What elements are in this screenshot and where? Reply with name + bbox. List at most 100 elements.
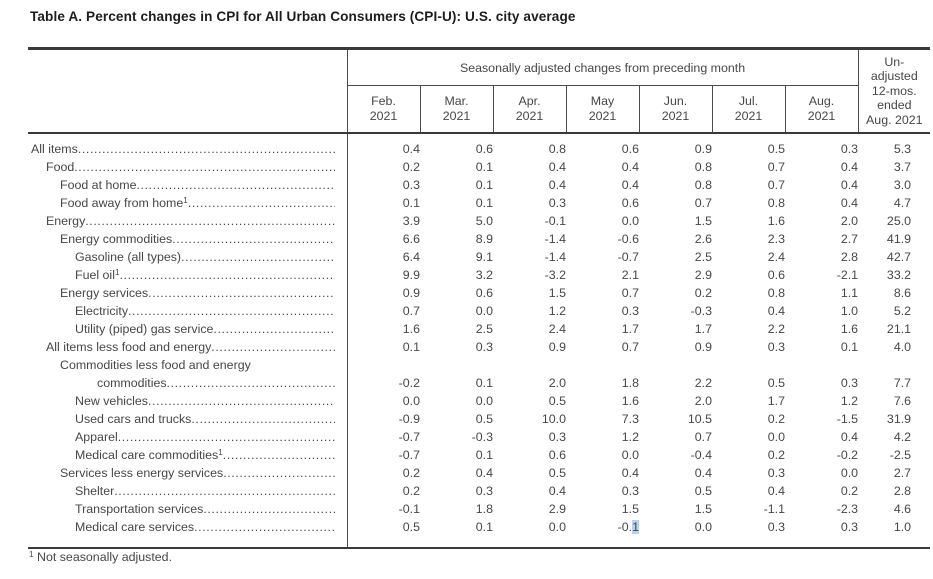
- value-cell: 5.0: [475, 214, 493, 228]
- value-cell: 0.3: [767, 466, 785, 480]
- column-header-month: Feb. 2021: [346, 85, 420, 134]
- value-cell: 0.5: [767, 376, 785, 390]
- column-header-unadjusted: Un-adjusted 12-mos. ended Aug. 2021: [857, 48, 931, 134]
- value-cell: 0.3: [475, 340, 493, 354]
- value-cell: 0.0: [548, 520, 566, 534]
- row-label: Food away from home1....................…: [28, 194, 348, 212]
- value-cell: 1.5: [694, 502, 712, 516]
- unadjusted-header-line: adjusted: [870, 69, 918, 84]
- table-row: Medical care services...................…: [28, 518, 930, 548]
- value-cell: 1.6: [621, 394, 639, 408]
- value-cell: -0.4: [690, 448, 712, 462]
- value-cell: 0.8: [548, 142, 566, 156]
- row-label-text: Used cars and trucks: [75, 412, 192, 426]
- dot-leader: ........................................…: [128, 304, 335, 318]
- column-header-month: Mar. 2021: [419, 85, 493, 134]
- value-cell: 0.5: [475, 412, 493, 426]
- value-cell: 1.8: [621, 376, 639, 390]
- table-row-wrap-line: Commodities less food and energy: [28, 356, 930, 374]
- value-cell: 0.1: [475, 448, 493, 462]
- dot-leader: ........................................…: [148, 286, 335, 300]
- row-label: Utility (piped) gas service.............…: [28, 320, 348, 338]
- year-line: 2021: [442, 109, 471, 123]
- value-cell: 0.0: [767, 430, 785, 444]
- value-cell: 0.4: [475, 466, 493, 480]
- value-cell: 0.6: [475, 286, 493, 300]
- value-cell: 10.0: [541, 412, 566, 426]
- value-cell: 0.8: [694, 178, 712, 192]
- value-cell: 5.3: [893, 142, 912, 156]
- row-label-text: Shelter: [75, 484, 115, 498]
- value-cell: 0.7: [767, 178, 785, 192]
- value-cell: -1.4: [544, 232, 566, 246]
- value-cell: 0.8: [694, 160, 712, 174]
- value-cell: -1.1: [763, 502, 785, 516]
- value-cell: -0.1: [617, 520, 639, 534]
- value-cell: 0.3: [621, 484, 639, 498]
- value-cell: -0.1: [398, 502, 420, 516]
- row-label-text: Medical care services: [75, 520, 195, 534]
- value-cell: 0.0: [475, 394, 493, 408]
- table-body: All items...............................…: [28, 133, 930, 548]
- value-cell: 0.0: [621, 448, 639, 462]
- value-cell: -0.7: [398, 430, 420, 444]
- value-cell: -2.1: [836, 268, 859, 282]
- value-cell: -3.2: [544, 268, 566, 282]
- dot-leader: ........................................…: [85, 214, 334, 228]
- value-cell: 41.9: [886, 232, 912, 246]
- dot-leader: ........................................…: [74, 160, 334, 174]
- month-line: Apr.: [518, 94, 541, 108]
- value-cell: 2.5: [694, 250, 712, 264]
- dot-leader: ........................................…: [114, 484, 335, 498]
- value-cell: 0.4: [548, 160, 566, 174]
- row-label: Energy commodities......................…: [28, 230, 348, 248]
- row-label: Services less energy services...........…: [28, 464, 348, 482]
- value-cell: 0.3: [840, 142, 859, 156]
- value-cell: 0.3: [840, 520, 859, 534]
- value-cell: 0.2: [402, 484, 420, 498]
- value-cell: 0.8: [767, 286, 785, 300]
- row-label: Energy services.........................…: [28, 284, 348, 302]
- value-cell: -0.6: [617, 232, 639, 246]
- value-cell: 0.0: [840, 466, 859, 480]
- row-label: Fuel oil1...............................…: [28, 266, 348, 284]
- value-cell: 0.1: [475, 196, 493, 210]
- value-cell: 1.6: [402, 322, 420, 336]
- value-cell: 1.2: [840, 394, 859, 408]
- value-cell: 1.2: [621, 430, 639, 444]
- value-cell: 0.1: [475, 376, 493, 390]
- value-cell: 5.2: [893, 304, 912, 318]
- value-cell: 0.5: [694, 484, 712, 498]
- row-label-text: Energy services: [60, 286, 149, 300]
- row-label-text: Utility (piped) gas service: [75, 322, 214, 336]
- year-line: 2021: [734, 109, 763, 123]
- value-cell: 0.4: [840, 196, 859, 210]
- dot-leader: ........................................…: [77, 142, 335, 156]
- value-cell: 2.0: [548, 376, 566, 390]
- unadjusted-header-line: ended: [877, 98, 912, 113]
- value-cell: 0.1: [475, 160, 493, 174]
- month-line: Aug.: [808, 94, 835, 108]
- value-cell: 0.8: [767, 196, 785, 210]
- value-cell: 21.1: [886, 322, 912, 336]
- column-header-month: Jul. 2021: [711, 85, 785, 134]
- value-cell: 0.4: [767, 484, 785, 498]
- dot-leader: ........................................…: [223, 466, 334, 480]
- dot-leader: ........................................…: [136, 178, 335, 192]
- value-cell: 2.2: [694, 376, 712, 390]
- value-cell: 0.7: [621, 340, 639, 354]
- row-label: commodities.............................…: [28, 374, 348, 392]
- row-label-text: Food away from home1: [60, 196, 188, 210]
- value-cell: 0.3: [548, 196, 566, 210]
- value-cell: 4.2: [893, 430, 912, 444]
- value-cell: 0.1: [402, 196, 420, 210]
- value-cell: 0.6: [767, 268, 785, 282]
- value-cell: 0.5: [767, 142, 785, 156]
- value-cell: 0.3: [767, 340, 785, 354]
- value-cell: 0.2: [402, 160, 420, 174]
- row-label: Shelter.................................…: [28, 482, 348, 500]
- value-cell: 0.3: [767, 520, 785, 534]
- value-cell: 7.6: [893, 394, 912, 408]
- value-cell: 7.3: [621, 412, 639, 426]
- row-label-text: All items: [31, 142, 78, 156]
